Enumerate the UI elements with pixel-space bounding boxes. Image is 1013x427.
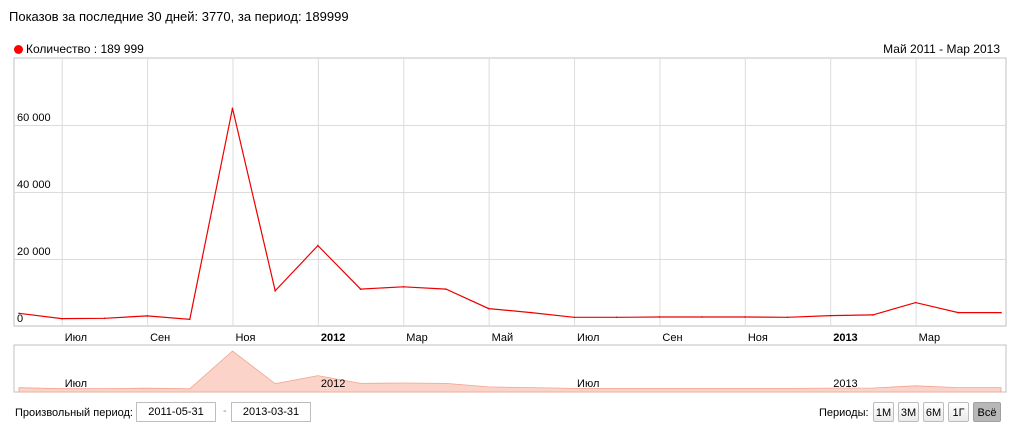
x-tick-label: Сен xyxy=(662,332,682,344)
period-6m-button[interactable]: 6М xyxy=(923,402,944,422)
custom-period-label: Произвольный период: xyxy=(15,407,133,419)
y-tick-label: 20 000 xyxy=(17,246,51,258)
data-point xyxy=(786,316,789,319)
period-all-button[interactable]: Всё xyxy=(973,402,1001,422)
date-separator: - xyxy=(223,405,227,417)
y-tick-label: 0 xyxy=(17,313,23,325)
series-line xyxy=(18,108,1001,320)
legend-label: Количество : 189 999 xyxy=(26,42,144,56)
data-point xyxy=(231,107,234,110)
date-to-input[interactable]: 2013-03-31 xyxy=(231,402,311,422)
x-tick-label: Мар xyxy=(919,332,941,344)
data-point xyxy=(615,316,618,319)
y-tick-label: 60 000 xyxy=(17,112,51,124)
data-point xyxy=(487,307,490,310)
x-tick-label: Ноя xyxy=(235,332,255,344)
period-3m-button[interactable]: 3М xyxy=(898,402,919,422)
x-tick-label: Июл xyxy=(65,332,87,344)
data-point xyxy=(872,314,874,316)
x-tick-label: Мар xyxy=(406,332,428,344)
x-tick-label: Июл xyxy=(577,332,599,344)
legend-marker-icon xyxy=(14,44,23,54)
data-point xyxy=(103,317,106,320)
x-tick-label: Ноя xyxy=(748,332,768,344)
navigator-label: Июл xyxy=(577,378,599,390)
x-tick-label: 2012 xyxy=(321,332,345,344)
period-1m-button[interactable]: 1М xyxy=(873,402,894,422)
data-point xyxy=(146,315,148,317)
data-point xyxy=(914,301,917,304)
x-tick-label: Сен xyxy=(150,332,170,344)
data-point xyxy=(957,311,960,314)
date-from-input[interactable]: 2011-05-31 xyxy=(136,402,216,422)
range-label: Май 2011 - Мар 2013 xyxy=(883,42,1000,56)
data-point xyxy=(1000,311,1002,314)
data-point xyxy=(530,311,533,314)
navigator-label: Июл xyxy=(65,378,87,390)
data-point xyxy=(829,314,832,317)
navigator-area xyxy=(18,350,1002,393)
data-point xyxy=(60,317,63,320)
data-point xyxy=(359,288,362,290)
data-point xyxy=(274,290,276,292)
data-point xyxy=(658,316,661,318)
controls-bar: Произвольный период: 2011-05-31 - 2013-0… xyxy=(0,400,1013,427)
y-tick-label: 40 000 xyxy=(17,179,51,191)
data-point xyxy=(701,316,703,318)
data-point xyxy=(18,312,20,315)
x-tick-label: 2013 xyxy=(833,332,857,344)
data-point xyxy=(317,244,319,247)
navigator-label: 2013 xyxy=(833,378,857,390)
line-chart[interactable]: 60 000 40 000 20 000 0 Июл Сен Ноя 2012 Мар Май И… xyxy=(0,0,1013,400)
x-tick-label: Май xyxy=(492,332,514,344)
data-point xyxy=(402,286,405,288)
period-1y-button[interactable]: 1Г xyxy=(948,402,969,422)
data-point xyxy=(744,316,746,318)
data-point xyxy=(445,288,447,290)
navigator-label: 2012 xyxy=(321,378,345,390)
navigator-frame xyxy=(13,344,1007,393)
data-point xyxy=(573,316,575,319)
data-point xyxy=(188,318,191,321)
summary-text: Показов за последние 30 дней: 3770, за п… xyxy=(9,9,349,24)
periods-label: Периоды: xyxy=(819,407,869,419)
legend[interactable]: Количество : 189 999 xyxy=(14,42,144,56)
